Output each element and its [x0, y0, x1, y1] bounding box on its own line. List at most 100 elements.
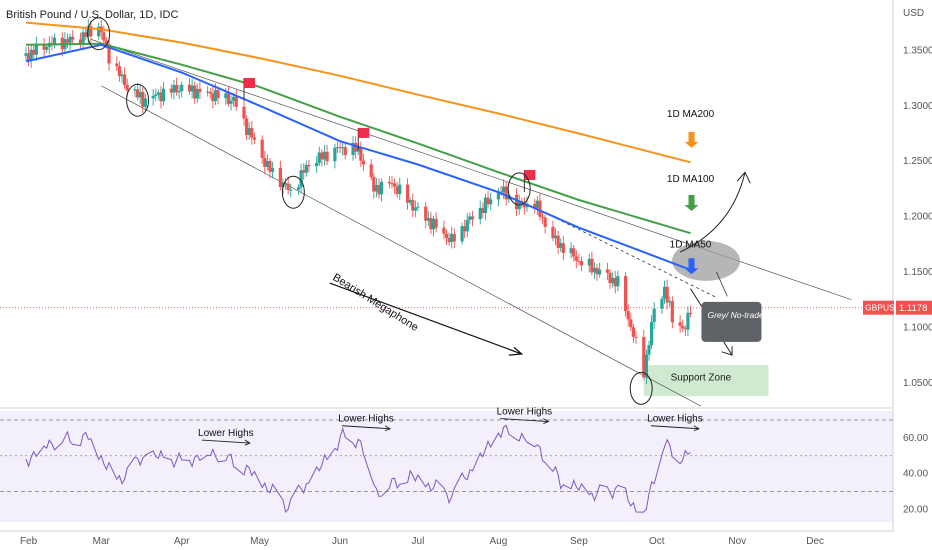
candle-body: [234, 96, 238, 107]
candle-body: [395, 186, 399, 195]
candle-body: [460, 226, 464, 242]
candle-body: [270, 167, 275, 172]
lower-highs-trendline: [534, 207, 717, 298]
candle-body: [387, 181, 391, 184]
candle-body: [392, 183, 397, 187]
rsi-pane-background: [0, 411, 893, 522]
candle-body: [463, 226, 467, 232]
candle-body: [678, 322, 682, 326]
candle-body: [115, 63, 119, 67]
candle-body: [649, 321, 654, 346]
candle-body: [398, 184, 402, 195]
price-tick-label: 1.2500: [903, 156, 932, 167]
lower-highs-arrow: [500, 418, 549, 423]
candle-body: [551, 226, 555, 239]
grey-zone-callout-box: [701, 301, 762, 342]
candle-body: [338, 147, 342, 149]
candle-body: [278, 167, 282, 188]
candle-body: [156, 92, 160, 95]
candle-body: [405, 184, 410, 203]
candle-body: [42, 43, 46, 50]
candle-body: [426, 218, 430, 221]
candle-body: [123, 74, 127, 86]
candle-body: [159, 92, 163, 102]
candle-body: [335, 147, 340, 149]
price-tick-label: 1.0500: [903, 378, 932, 389]
candle-body: [411, 200, 415, 211]
circled-point: [507, 172, 531, 206]
projection-down-arrowhead: [721, 346, 733, 356]
rsi-tick-label: 40.00: [903, 469, 928, 480]
candle-body: [504, 186, 508, 200]
candle-body: [216, 90, 220, 99]
candle-body: [359, 147, 363, 161]
annotation-lower-highs: Lower Highs: [497, 407, 553, 418]
symbol-badge-text: GBPUSD: [865, 303, 901, 313]
candle-body: [343, 147, 347, 156]
series-line-1d-ma100: [25, 42, 691, 235]
candle-body: [97, 26, 101, 37]
circled-point: [281, 175, 305, 209]
candle-body: [180, 84, 184, 92]
candle-body: [265, 161, 269, 167]
candle-body: [670, 301, 674, 323]
candle-body: [592, 267, 597, 273]
support-zone: [643, 365, 769, 397]
candle-body: [252, 137, 257, 140]
candle-body: [154, 94, 158, 96]
rsi-tick-label: 60.00: [903, 433, 928, 444]
candle-body: [81, 32, 85, 44]
candle-body: [631, 327, 636, 337]
candle-body: [481, 208, 485, 214]
candle-body: [624, 276, 628, 312]
candle-body: [496, 191, 501, 200]
candle-body: [120, 74, 124, 77]
candle-body: [502, 186, 506, 193]
candle-body: [377, 185, 381, 195]
candle-body: [283, 182, 288, 184]
candle-body: [499, 191, 503, 193]
time-tick-label: Apr: [174, 536, 190, 547]
candle-body: [174, 84, 179, 93]
candle-body: [660, 298, 664, 309]
candle-body: [434, 218, 438, 228]
candle-body: [465, 219, 469, 232]
candle-body: [556, 235, 560, 248]
candle-body: [595, 267, 599, 275]
candle-body: [470, 216, 475, 220]
candle-body: [247, 128, 251, 136]
candle-body: [668, 301, 672, 303]
candle-body: [263, 157, 267, 167]
candle-body: [213, 90, 218, 102]
lower-highs-arrow: [650, 425, 699, 430]
candle-body: [574, 256, 578, 261]
candle-body: [32, 49, 36, 55]
annotation-ma-label: 1D MA100: [667, 174, 715, 185]
candle-body: [372, 177, 376, 192]
candle-body: [374, 185, 379, 192]
candle-body: [605, 269, 610, 273]
candle-body: [424, 206, 428, 221]
candle-body: [107, 44, 111, 64]
candle-body: [483, 197, 488, 214]
candle-body: [489, 199, 493, 205]
candle-body: [307, 164, 311, 167]
megaphone-arrowhead: [508, 346, 524, 356]
candle-body: [296, 187, 301, 190]
candle-body: [452, 233, 456, 242]
lower-highs-arrow: [341, 425, 391, 430]
candle-body: [177, 91, 181, 93]
candle-body: [662, 286, 667, 299]
candle-body: [198, 88, 202, 92]
candle-body: [629, 319, 633, 328]
candle-body: [102, 32, 106, 41]
candle-body: [561, 243, 565, 254]
candle-body: [104, 40, 109, 45]
candle-body: [65, 39, 70, 43]
candle-body: [543, 217, 547, 227]
candle-body: [84, 32, 88, 37]
time-tick-label: Feb: [20, 536, 38, 547]
candle-body: [429, 218, 433, 230]
megaphone-lower-line: [101, 85, 702, 407]
